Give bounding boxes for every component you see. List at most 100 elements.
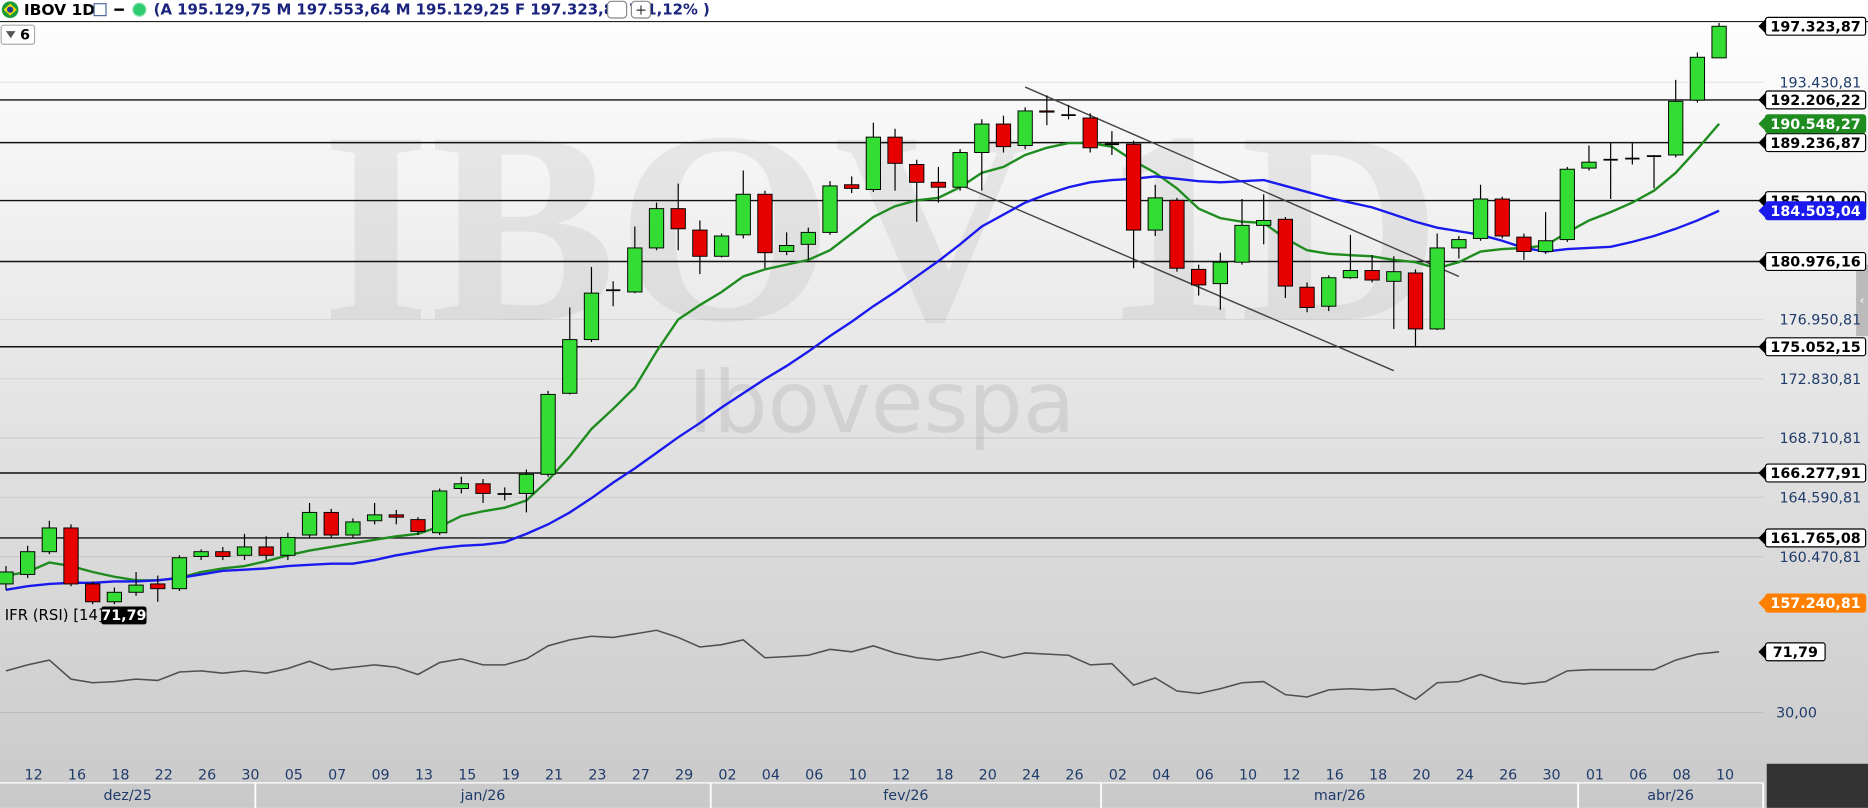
x-tick-label: 20 [979, 768, 997, 784]
y-tick-label: 164.590,81 [1779, 490, 1861, 506]
candle-body [475, 483, 491, 494]
indicator-count[interactable]: 6 [20, 27, 30, 43]
level-badge [1758, 339, 1766, 354]
level-badge [1764, 133, 1867, 153]
candle-body [735, 193, 751, 236]
y-tick-label: 193.430,81 [1779, 75, 1861, 91]
button[interactable] [630, 0, 652, 19]
candle-body [1169, 199, 1185, 269]
x-tick-label: 08 [1673, 768, 1691, 784]
candle-body [1494, 198, 1510, 237]
candle-body [1429, 247, 1445, 330]
toolbar-content: IBOV 1D (A 195.129,75 M 197.553,64 M 195… [0, 0, 710, 45]
candle-body [562, 339, 578, 394]
average-badge-label: 184.503,04 [1770, 204, 1860, 220]
month-label: abr/26 [1647, 788, 1694, 804]
indicator-title: IFR (RSI) [14] [5, 606, 104, 624]
candle-body [648, 208, 665, 249]
candle-body [1364, 270, 1380, 281]
symbol[interactable]: IBOV 1D [24, 1, 95, 19]
level-badge [1764, 337, 1867, 357]
candle-body [1017, 110, 1033, 146]
x-tick-label: 06 [1629, 768, 1647, 784]
x-tick-label: 04 [762, 768, 780, 784]
average-badge-label: 190.548,27 [1770, 117, 1860, 133]
level-badge [1758, 135, 1766, 150]
candle-body [20, 551, 36, 575]
candle-body [258, 546, 274, 556]
indicator-toggle[interactable] [0, 24, 36, 45]
candle-body [583, 292, 600, 341]
candle-body [1191, 268, 1207, 286]
x-tick-label: 26 [198, 768, 216, 784]
candle-body [1082, 117, 1098, 149]
side-tab[interactable] [1856, 264, 1868, 337]
icon[interactable] [93, 3, 107, 17]
candle-body [345, 521, 361, 536]
candle-body [171, 557, 188, 590]
candle-body [1516, 236, 1532, 253]
candle-body [1386, 271, 1402, 282]
x-tick-label: 18 [1369, 768, 1387, 784]
candle-body [388, 514, 404, 518]
marker-badge [1764, 593, 1867, 613]
month-label: fev/26 [883, 788, 928, 804]
candle-body [366, 514, 383, 522]
level-badge-label: 180.976,16 [1770, 255, 1860, 271]
x-tick-label: 06 [805, 768, 823, 784]
candle-body [822, 185, 838, 233]
toolbar [0, 0, 1868, 22]
watermark-symbol: IBOV 1D [322, 76, 1442, 379]
candle-body [0, 571, 14, 585]
candle-body [128, 584, 144, 593]
candle-body [1277, 218, 1294, 287]
side-tab-icon[interactable]: ‹ [1860, 293, 1865, 307]
level-badge [1758, 193, 1766, 208]
candle-body [1537, 240, 1554, 253]
x-tick-label: 10 [1716, 768, 1734, 784]
x-tick-label: 13 [415, 768, 433, 784]
average-badge [1764, 114, 1867, 134]
x-tick-label: 23 [588, 768, 606, 784]
candle-body [1212, 261, 1228, 285]
x-tick-label: 20 [1412, 768, 1430, 784]
level-badge [1764, 251, 1867, 272]
x-tick-label: 02 [1109, 768, 1127, 784]
x-tick-label: 16 [1326, 768, 1344, 784]
y-tick-label: 160.470,81 [1779, 550, 1861, 566]
x-tick-label: 26 [1499, 768, 1517, 784]
average-badge [1764, 201, 1867, 221]
level-badge [1764, 528, 1867, 548]
level-badge [1764, 463, 1867, 483]
rsi-badge [1758, 644, 1766, 659]
x-tick-label: 06 [1196, 768, 1214, 784]
candle-body [1039, 110, 1055, 113]
x-tick-label: 12 [1282, 768, 1300, 784]
candle-body [150, 583, 166, 590]
candle-body [1689, 56, 1706, 101]
toggle-icon[interactable] [5, 31, 16, 39]
x-tick-label: 21 [545, 768, 563, 784]
level-badge-label: 189.236,87 [1770, 136, 1860, 152]
x-tick-label: 22 [155, 768, 173, 784]
candle-body [280, 536, 296, 556]
button[interactable] [606, 0, 628, 19]
candle-body [236, 546, 253, 556]
candle-body [974, 123, 990, 154]
candle-body [1451, 239, 1467, 249]
x-tick-label: 15 [458, 768, 476, 784]
x-tick-label: 29 [675, 768, 693, 784]
candle-body [909, 164, 925, 183]
level-badge [1758, 254, 1766, 269]
level-badge-label: 175.052,15 [1770, 340, 1860, 356]
button-icon[interactable]: + [635, 2, 647, 18]
candle-body [844, 184, 860, 189]
month-label: dez/25 [103, 788, 151, 804]
x-tick-label: 05 [285, 768, 303, 784]
candle-body [540, 393, 556, 475]
level-badge [1764, 90, 1867, 110]
level-badge-label: 161.765,08 [1770, 531, 1860, 547]
watermark: IBOV 1D Ibovespa [322, 76, 1442, 453]
